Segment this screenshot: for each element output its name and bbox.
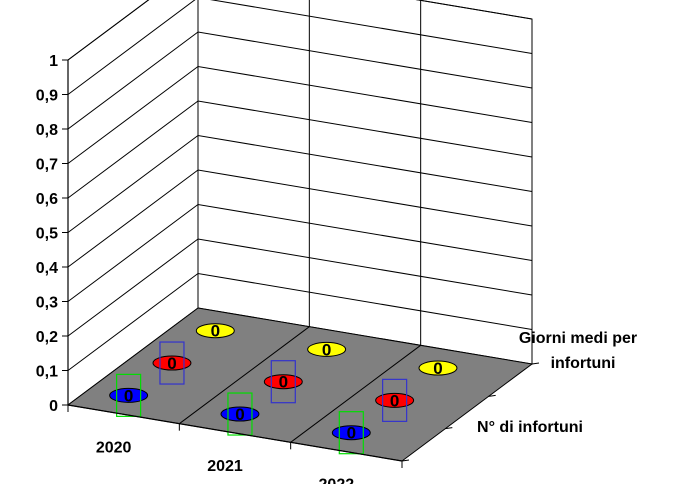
data-label: 0 [124, 386, 133, 405]
data-label: 0 [390, 391, 399, 410]
back-wall [198, 0, 532, 364]
y-tick-label: 1 [49, 53, 58, 70]
depth-label-giorni-line-1: Giorni medi per [519, 330, 637, 347]
y-tick-label: 0,6 [36, 191, 58, 208]
y-tick-label: 0,3 [36, 295, 58, 312]
data-label: 0 [433, 359, 442, 378]
y-tick-label: 0,9 [36, 88, 58, 105]
y-tick-label: 0,4 [36, 260, 58, 277]
category-label-2020: 2020 [96, 439, 132, 456]
data-label: 0 [235, 405, 244, 424]
data-label: 0 [322, 340, 331, 359]
data-label: 0 [279, 373, 288, 392]
data-label: 0 [347, 424, 356, 443]
data-label: 0 [211, 322, 220, 341]
y-tick-label: 0,5 [36, 226, 58, 243]
y-tick-label: 0,7 [36, 157, 58, 174]
depth-label-giorni-line-2: infortuni [551, 355, 616, 372]
z-tick [532, 363, 539, 364]
category-label-2022: 2022 [319, 477, 355, 484]
data-label: 0 [167, 354, 176, 373]
y-tick-label: 0 [49, 398, 58, 415]
y-tick-label: 0,1 [36, 364, 58, 381]
y-tick-label: 0,8 [36, 122, 58, 139]
y-tick-label: 0,2 [36, 329, 58, 346]
depth-label-infortuni: N° di infortuni [477, 419, 583, 436]
category-label-2021: 2021 [207, 458, 243, 475]
